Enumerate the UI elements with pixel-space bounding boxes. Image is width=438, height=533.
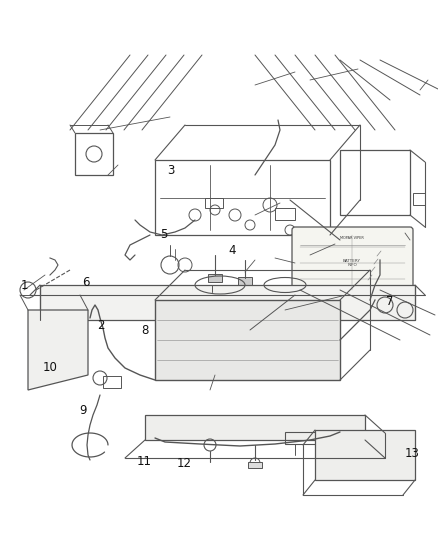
Text: 13: 13 bbox=[404, 447, 419, 459]
Text: 8: 8 bbox=[141, 324, 148, 337]
Text: 9: 9 bbox=[79, 404, 87, 417]
Polygon shape bbox=[28, 310, 88, 390]
Bar bbox=[413, 193, 425, 205]
Bar bbox=[340, 150, 410, 215]
Text: MOPAR VIPER: MOPAR VIPER bbox=[340, 236, 364, 240]
Bar bbox=[275, 208, 295, 220]
Bar bbox=[208, 274, 222, 282]
Text: 10: 10 bbox=[43, 361, 58, 374]
Text: 3: 3 bbox=[167, 164, 174, 177]
Bar bbox=[205, 198, 223, 208]
Text: 7: 7 bbox=[386, 295, 394, 308]
Text: 1: 1 bbox=[20, 279, 28, 292]
Text: 2: 2 bbox=[97, 319, 105, 332]
Text: 5: 5 bbox=[161, 228, 168, 241]
Bar bbox=[248, 462, 262, 468]
Text: 6: 6 bbox=[81, 276, 89, 289]
Text: 11: 11 bbox=[137, 455, 152, 467]
Bar bbox=[238, 277, 252, 285]
Bar bbox=[155, 300, 340, 380]
Text: 12: 12 bbox=[177, 457, 191, 470]
Text: 4: 4 bbox=[228, 244, 236, 257]
FancyBboxPatch shape bbox=[292, 227, 413, 298]
Bar bbox=[75, 133, 113, 175]
Text: BATTERY
INFO: BATTERY INFO bbox=[343, 259, 361, 268]
Bar bbox=[40, 285, 415, 320]
Bar bbox=[285, 432, 330, 444]
Bar bbox=[155, 160, 330, 235]
Bar bbox=[103, 376, 121, 388]
Bar bbox=[315, 430, 415, 480]
Bar bbox=[145, 415, 365, 440]
